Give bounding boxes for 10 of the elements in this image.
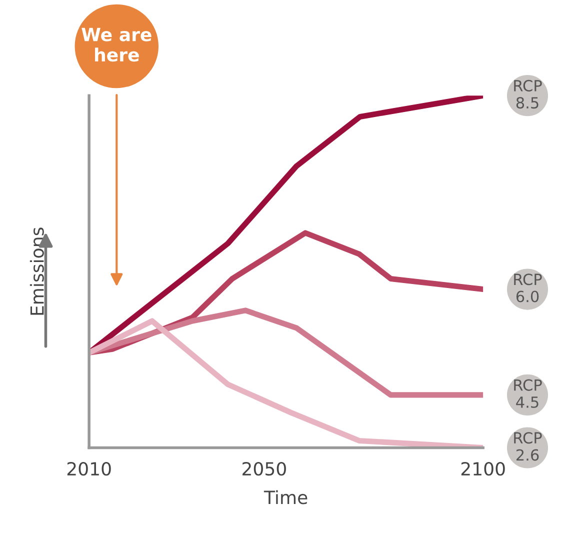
text: RCP 4.5 <box>514 379 542 408</box>
x-axis-title: Time <box>264 490 308 504</box>
y-axis-title: Emissions <box>30 228 44 315</box>
text: RCP 8.5 <box>514 80 542 109</box>
text: RCP 6.0 <box>514 274 542 302</box>
x-tick-label: 2100 <box>461 462 505 476</box>
text: RCP 2.6 <box>514 432 542 461</box>
x-tick-label: 2050 <box>242 462 286 476</box>
text: We are here <box>82 28 152 62</box>
x-tick-label: 2010 <box>67 462 111 476</box>
